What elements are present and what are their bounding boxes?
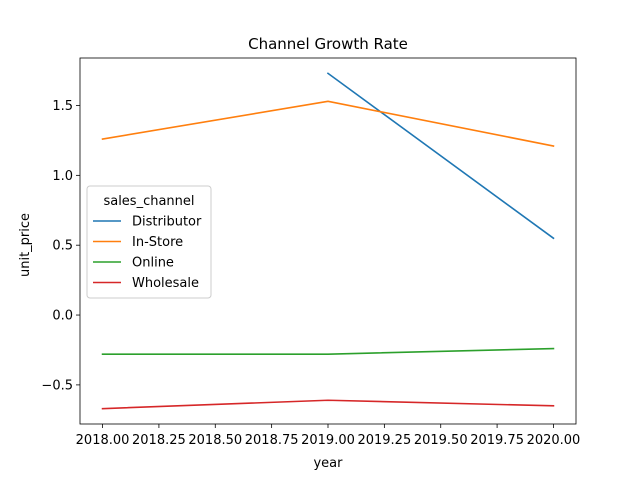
x-tick-label: 2018.75: [245, 433, 299, 448]
legend: sales_channel Distributor In-Store Online W…: [86, 185, 212, 299]
x-axis: 2018.00 2018.25 2018.50 2018.75 2019.00 2019.…: [76, 424, 581, 448]
legend-title: sales_channel: [103, 194, 194, 209]
y-tick-label: 1.5: [52, 99, 73, 114]
chart-title: Channel Growth Rate: [248, 35, 408, 53]
x-tick-label: 2018.00: [76, 433, 130, 448]
legend-entry-wholesale: Wholesale: [132, 276, 199, 291]
x-tick-label: 2019.75: [470, 433, 524, 448]
series-line-in-store: [101, 100, 555, 147]
x-tick-label: 2018.50: [188, 433, 242, 448]
x-tick-label: 2018.25: [132, 433, 186, 448]
legend-entry-online: Online: [132, 256, 174, 271]
y-axis: −0.5 0.0 0.5 1.0 1.5: [41, 99, 80, 393]
series-line-distributor: [326, 72, 555, 240]
x-tick-label: 2019.50: [414, 433, 468, 448]
x-axis-label: year: [313, 456, 343, 471]
series-line-online: [101, 347, 555, 355]
series-lines: [101, 72, 555, 410]
legend-entry-in-store: In-Store: [132, 235, 183, 250]
legend-box: [86, 185, 212, 299]
series-line-wholesale: [101, 399, 555, 410]
y-tick-label: 0.0: [52, 309, 73, 324]
y-tick-label: 0.5: [52, 239, 73, 254]
x-tick-label: 2019.00: [301, 433, 355, 448]
x-tick-label: 2020.00: [527, 433, 581, 448]
y-tick-label: 1.0: [52, 169, 73, 184]
x-tick-label: 2019.25: [357, 433, 411, 448]
legend-entry-distributor: Distributor: [132, 215, 202, 230]
y-tick-label: −0.5: [41, 378, 73, 393]
y-axis-label: unit_price: [18, 213, 33, 277]
